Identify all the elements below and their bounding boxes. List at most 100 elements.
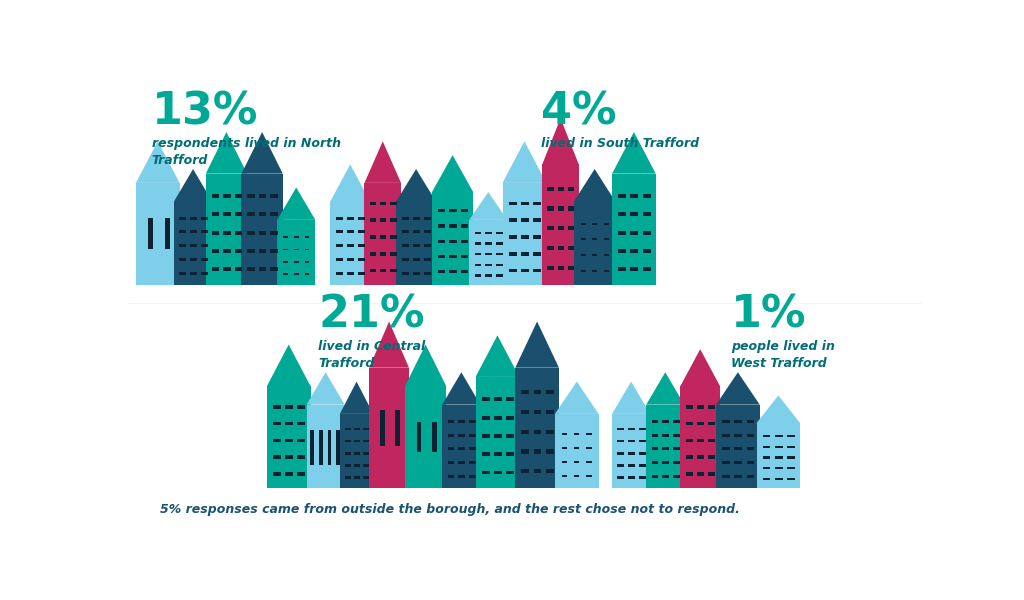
- Bar: [212, 268, 219, 271]
- Bar: [286, 472, 293, 476]
- Bar: [548, 206, 554, 211]
- Bar: [380, 252, 386, 256]
- Bar: [496, 264, 503, 266]
- Bar: [294, 261, 299, 263]
- Polygon shape: [174, 169, 212, 202]
- Bar: [364, 428, 370, 430]
- Polygon shape: [612, 132, 655, 173]
- Bar: [686, 405, 693, 409]
- Bar: [447, 434, 455, 437]
- Bar: [286, 405, 293, 409]
- Bar: [437, 209, 445, 212]
- Bar: [628, 452, 635, 455]
- Bar: [424, 217, 431, 220]
- Bar: [401, 244, 409, 247]
- Bar: [380, 410, 385, 446]
- Bar: [509, 252, 516, 256]
- Bar: [424, 272, 431, 275]
- Bar: [574, 202, 615, 284]
- Bar: [234, 212, 242, 217]
- Bar: [686, 472, 693, 476]
- Bar: [581, 270, 586, 272]
- Bar: [223, 212, 230, 217]
- Bar: [273, 439, 281, 442]
- Bar: [534, 449, 542, 454]
- Bar: [618, 194, 626, 198]
- Bar: [639, 452, 645, 455]
- Bar: [521, 218, 528, 222]
- Polygon shape: [475, 335, 519, 377]
- Bar: [234, 249, 242, 253]
- Bar: [437, 255, 445, 258]
- Bar: [787, 457, 795, 458]
- Bar: [604, 254, 608, 256]
- Bar: [509, 235, 516, 239]
- Bar: [746, 461, 755, 464]
- Bar: [503, 183, 546, 284]
- Polygon shape: [306, 372, 345, 404]
- Bar: [521, 235, 528, 239]
- Bar: [485, 232, 493, 234]
- Bar: [574, 447, 580, 449]
- Bar: [604, 238, 608, 241]
- Bar: [336, 430, 340, 464]
- Bar: [336, 230, 343, 233]
- Bar: [604, 223, 608, 224]
- Bar: [775, 457, 782, 458]
- Bar: [628, 476, 635, 479]
- Bar: [286, 422, 293, 425]
- Bar: [639, 464, 645, 467]
- Bar: [286, 455, 293, 459]
- Bar: [469, 448, 476, 451]
- Bar: [273, 422, 281, 425]
- Bar: [787, 435, 795, 437]
- Bar: [459, 448, 465, 451]
- Bar: [206, 173, 247, 284]
- Bar: [521, 410, 529, 414]
- Text: 21%: 21%: [318, 294, 425, 337]
- Bar: [534, 218, 541, 222]
- Bar: [506, 416, 514, 419]
- Bar: [259, 268, 266, 271]
- Bar: [481, 434, 489, 438]
- Bar: [201, 230, 208, 233]
- Bar: [697, 422, 705, 425]
- Bar: [481, 397, 489, 401]
- Bar: [631, 231, 638, 235]
- Polygon shape: [757, 395, 800, 423]
- Bar: [284, 236, 288, 238]
- Bar: [259, 249, 266, 253]
- Bar: [370, 235, 376, 239]
- Bar: [775, 446, 782, 448]
- Bar: [447, 420, 455, 423]
- Bar: [259, 212, 266, 217]
- Bar: [234, 194, 242, 198]
- Bar: [643, 194, 650, 198]
- Bar: [734, 434, 742, 437]
- Bar: [336, 217, 343, 220]
- Bar: [574, 461, 580, 463]
- Bar: [546, 430, 554, 434]
- Bar: [521, 202, 528, 205]
- Bar: [201, 272, 208, 275]
- Bar: [534, 235, 541, 239]
- Polygon shape: [432, 155, 473, 192]
- Bar: [461, 224, 468, 227]
- Bar: [494, 434, 502, 438]
- Bar: [548, 266, 554, 270]
- Bar: [617, 440, 625, 442]
- Bar: [548, 226, 554, 230]
- Bar: [370, 218, 376, 222]
- Bar: [247, 249, 255, 253]
- Bar: [459, 475, 465, 478]
- Bar: [474, 264, 481, 266]
- Bar: [380, 235, 386, 239]
- Bar: [587, 461, 592, 463]
- Bar: [354, 452, 359, 455]
- Bar: [787, 467, 795, 469]
- Bar: [722, 434, 730, 437]
- Bar: [651, 420, 658, 423]
- Bar: [521, 269, 528, 272]
- Bar: [663, 448, 669, 451]
- Bar: [775, 435, 782, 437]
